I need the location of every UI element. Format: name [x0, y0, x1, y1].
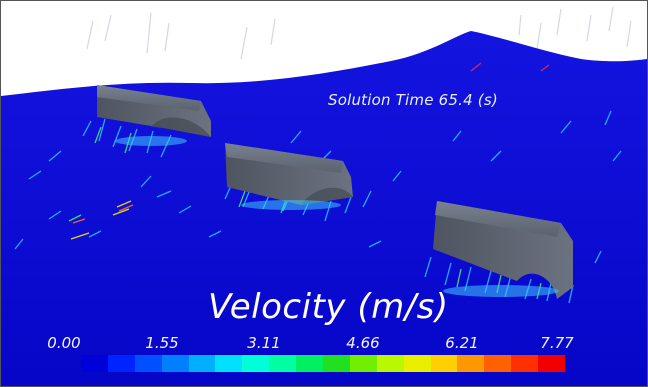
colorbar-segment — [188, 355, 216, 372]
colorbar-segment — [403, 355, 431, 372]
legend-tick-2: 3.11 — [247, 334, 281, 352]
legend-tick-0: 0.00 — [47, 334, 81, 352]
splash-highlights — [115, 136, 559, 297]
colorbar-segment — [296, 355, 324, 372]
floating-body-2 — [225, 143, 353, 205]
legend-colorbar — [81, 355, 566, 372]
colorbar-segment — [376, 355, 404, 372]
colorbar-segment — [134, 355, 162, 372]
floating-body-3 — [433, 201, 573, 299]
legend-tick-4: 6.21 — [445, 334, 479, 352]
legend-tick-1: 1.55 — [145, 334, 179, 352]
colorbar-segment — [107, 355, 135, 372]
colorbar-segment — [215, 355, 243, 372]
solution-time-label: Solution Time 65.4 (s) — [328, 91, 498, 109]
floating-body-1 — [97, 85, 211, 137]
colorbar-segment — [457, 355, 485, 372]
colorbar-segment — [161, 355, 189, 372]
colorbar-segment — [81, 355, 108, 372]
colorbar-segment — [349, 355, 377, 372]
colorbar-segment — [323, 355, 350, 372]
colorbar-segment — [269, 355, 297, 372]
colorbar-segment — [484, 355, 512, 372]
legend-tick-3: 4.66 — [346, 334, 380, 352]
legend-tick-5: 7.77 — [540, 334, 574, 352]
legend-title: Velocity (m/s) — [208, 287, 449, 327]
colorbar-segment — [538, 355, 566, 372]
colorbar-segment — [430, 355, 458, 372]
colorbar-segment — [511, 355, 539, 372]
colorbar-segment — [242, 355, 270, 372]
background-vector-arrows — [86, 6, 632, 60]
legend-ticks: 0.00 1.55 3.11 4.66 6.21 7.77 — [1, 334, 647, 354]
